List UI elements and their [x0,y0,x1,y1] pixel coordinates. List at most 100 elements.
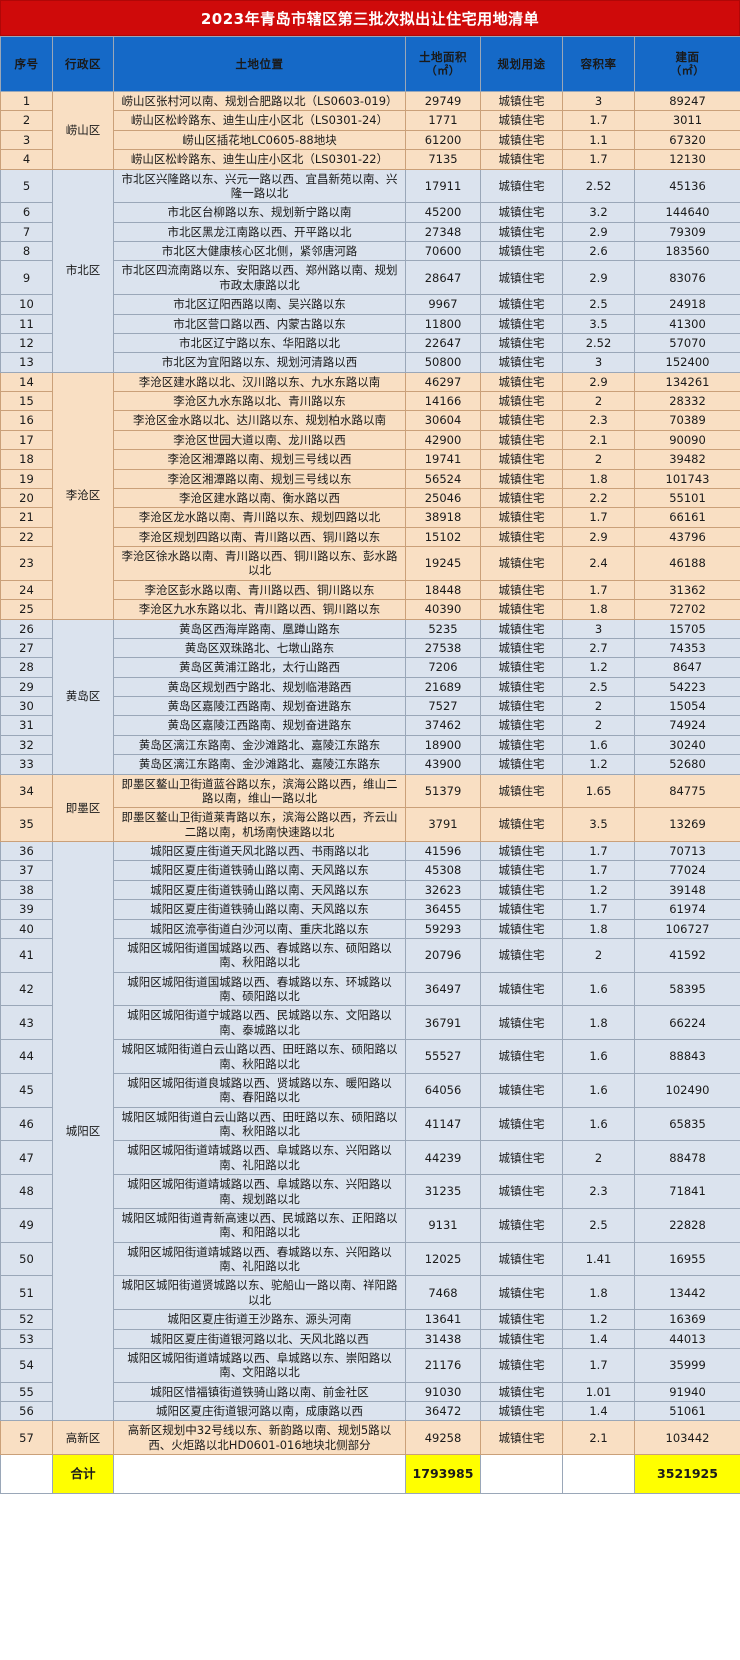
cell-built-area: 16955 [634,1241,740,1277]
cell-far: 3.2 [562,202,635,223]
cell-location: 黄岛区西海岸路南、凰蹲山路东 [113,618,406,639]
cell-built-area: 15705 [634,618,740,639]
cell-location: 城阳区夏庄街道铁骑山路以南、天风路以东 [113,879,406,901]
cell-location: 黄岛区规划西宁路北、规划临港路西 [113,676,406,698]
cell-planned-use: 城镇住宅 [480,1207,563,1243]
cell-planned-use: 城镇住宅 [480,168,563,204]
cell-built-area: 30240 [634,734,740,756]
cell-location: 城阳区夏庄街道天风北路以西、书雨路以北 [113,840,406,862]
table-row: 4 崂山区松岭路东、迪生山庄小区北（LS0301-22） 7135 城镇住宅 1.7 12… [0,149,740,170]
cell-no: 10 [0,294,53,315]
cell-location: 黄岛区黄浦江路北，太行山路西 [113,657,406,678]
cell-location: 城阳区城阳街道靖城路以西、阜城路以东、兴阳路以南、礼阳路以北 [113,1140,406,1176]
cell-far: 2 [562,1140,635,1176]
cell-far: 1.8 [562,1005,635,1041]
table-row: 15 李沧区九水东路以北、青川路以东 14166 城镇住宅 2 28332 [0,390,740,412]
cell-far: 1.4 [562,1400,635,1422]
cell-far: 1.6 [562,734,635,756]
column-header-planned-use: 规划用途 [480,36,563,92]
cell-built-area: 67320 [634,129,740,151]
cell-land-area: 45308 [405,860,481,881]
cell-no: 19 [0,468,53,489]
table-row: 56 城阳区夏庄街道银河路以南，成康路以西 36472 城镇住宅 1.4 51061 [0,1400,740,1422]
table-row: 41 城阳区城阳街道国城路以西、春城路以东、硕阳路以南、秋阳路以北 20796 城镇住… [0,937,740,973]
cell-planned-use: 城镇住宅 [480,1400,563,1422]
cell-far: 2.9 [562,371,635,393]
cell-built-area: 77024 [634,860,740,881]
cell-far: 2.4 [562,546,635,581]
cell-land-area: 91030 [405,1381,481,1403]
cell-no: 45 [0,1072,53,1108]
cell-land-area: 7527 [405,695,481,717]
cell-built-area: 39482 [634,449,740,470]
cell-location: 城阳区夏庄街道铁骑山路以南、天风路以东 [113,899,406,920]
cell-far: 2 [562,695,635,717]
cell-no: 30 [0,695,53,717]
cell-location: 城阳区城阳街道白云山路以西、田旺路以东、硕阳路以南、秋阳路以北 [113,1106,406,1142]
table-row: 5 市北区 市北区兴隆路以东、兴元一路以西、宜昌新苑以南、兴隆一路以北 17911 城镇… [0,168,740,373]
cell-location: 城阳区夏庄街道银河路以南，成康路以西 [113,1400,406,1422]
cell-no: 8 [0,240,53,262]
cell-planned-use: 城镇住宅 [480,90,563,112]
cell-location: 城阳区流亭街道白沙河以南、重庆北路以东 [113,918,406,939]
cell-far: 1.7 [562,579,635,601]
cell-land-area: 7135 [405,149,481,170]
cell-planned-use: 城镇住宅 [480,371,563,393]
cell-built-area: 12130 [634,149,740,170]
cell-planned-use: 城镇住宅 [480,294,563,315]
cell-planned-use: 城镇住宅 [480,1420,563,1456]
cell-built-area: 45136 [634,168,740,204]
cell-built-area: 74924 [634,715,740,736]
cell-built-area: 84775 [634,773,740,809]
cell-planned-use: 城镇住宅 [480,1072,563,1108]
cell-built-area: 16369 [634,1309,740,1330]
cell-location: 城阳区城阳街道青新高速以西、民城路以东、正阳路以南、和阳路以北 [113,1207,406,1243]
cell-location: 黄岛区嘉陵江西路南、规划奋进路东 [113,715,406,736]
cell-location: 城阳区城阳街道宁城路以西、民城路以东、文阳路以南、泰城路以北 [113,1005,406,1041]
cell-built-area: 22828 [634,1207,740,1243]
cell-land-area: 28647 [405,260,481,296]
cell-land-area: 30604 [405,410,481,431]
table-row: 18 李沧区湘潭路以南、规划三号线以西 19741 城镇住宅 2 39482 [0,449,740,470]
cell-planned-use: 城镇住宅 [480,221,563,243]
cell-land-area: 7206 [405,657,481,678]
cell-built-area: 88843 [634,1039,740,1074]
cell-planned-use: 城镇住宅 [480,860,563,881]
cell-no: 21 [0,507,53,528]
cell-no: 40 [0,918,53,939]
table-row: 30 黄岛区嘉陵江西路南、规划奋进路东 7527 城镇住宅 2 15054 [0,695,740,717]
cell-built-area: 144640 [634,202,740,223]
cell-built-area: 72702 [634,599,740,620]
cell-built-area: 35999 [634,1347,740,1383]
cell-planned-use: 城镇住宅 [480,1275,563,1311]
table-row: 14 李沧区 李沧区建水路以北、汉川路以东、九水东路以南 46297 城镇住宅 2.9 13… [0,371,740,620]
cell-land-area: 31438 [405,1328,481,1349]
cell-no: 11 [0,313,53,334]
cell-planned-use: 城镇住宅 [480,313,563,334]
cell-no: 46 [0,1106,53,1142]
cell-location: 李沧区建水路以北、汉川路以东、九水东路以南 [113,371,406,393]
cell-location: 城阳区城阳街道良城路以西、贤城路以东、暖阳路以南、春阳路以北 [113,1072,406,1108]
cell-no: 28 [0,657,53,678]
cell-no: 54 [0,1347,53,1383]
cell-planned-use: 城镇住宅 [480,110,563,131]
cell-planned-use: 城镇住宅 [480,487,563,509]
column-header-far: 容积率 [562,36,635,92]
table-row: 38 城阳区夏庄街道铁骑山路以南、天风路以东 32623 城镇住宅 1.2 39148 [0,879,740,901]
cell-no: 42 [0,971,53,1007]
table-row: 16 李沧区金水路以北、达川路以东、规划柏水路以南 30604 城镇住宅 2.3 7038… [0,410,740,431]
table-row: 39 城阳区夏庄街道铁骑山路以南、天风路以东 36455 城镇住宅 1.7 61974 [0,899,740,920]
cell-land-area: 41596 [405,840,481,862]
cell-land-area: 36497 [405,971,481,1007]
cell-far: 1.65 [562,773,635,809]
cell-no: 31 [0,715,53,736]
cell-no: 26 [0,618,53,639]
cell-planned-use: 城镇住宅 [480,240,563,262]
cell-planned-use: 城镇住宅 [480,599,563,620]
cell-built-area: 57070 [634,332,740,354]
cell-no: 1 [0,90,53,112]
total-spacer-use [480,1454,563,1495]
cell-built-area: 39148 [634,879,740,901]
table-row: 32 黄岛区漓江东路南、金沙滩路北、嘉陵江东路东 18900 城镇住宅 1.6 30240 [0,734,740,756]
land-listing-table: 序号 行政区 土地位置 土地面积 （㎡） 规划用途 容积率 建面 （㎡） 1 崂山区崂… [0,36,740,1495]
